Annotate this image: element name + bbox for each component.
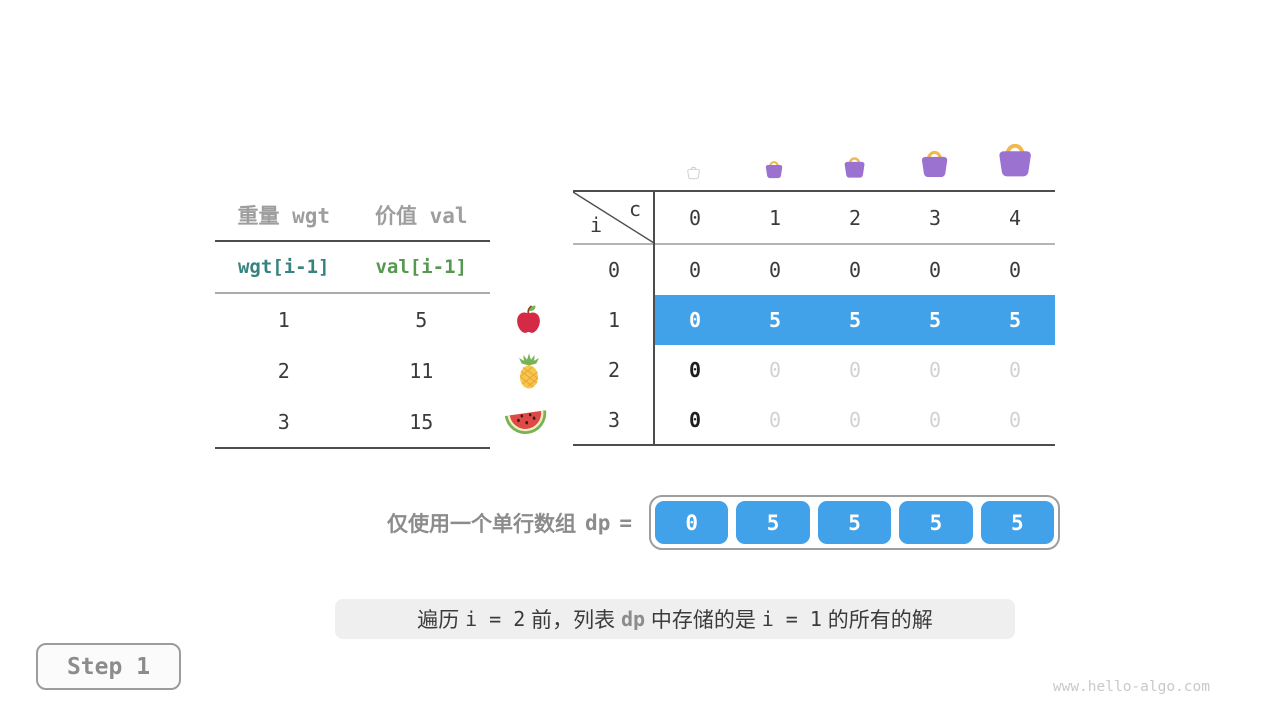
dp-cell: 0 bbox=[768, 358, 782, 382]
dp-variable-name: dp bbox=[585, 510, 611, 535]
caption-text: 中存储的是 bbox=[645, 609, 762, 632]
item-row: 1 5 bbox=[215, 294, 490, 345]
row-label: 1 bbox=[607, 308, 621, 332]
dp-row: 3 0 0 0 0 0 bbox=[573, 395, 1055, 444]
item-value: 15 bbox=[409, 409, 434, 434]
item-axis-label: i bbox=[590, 213, 603, 237]
caption-text: 的所有的解 bbox=[821, 609, 933, 632]
caption-text: 遍历 bbox=[417, 609, 466, 632]
dp-cell: 0 bbox=[688, 308, 702, 332]
dp-table: c i 0 1 2 3 4 0 0 0 0 0 0 1 bbox=[573, 190, 1055, 446]
pineapple-icon bbox=[519, 353, 539, 389]
dp-array-box: 0 5 5 5 5 bbox=[649, 495, 1060, 550]
dp-array-cell: 5 bbox=[980, 501, 1055, 544]
dp-cell: 5 bbox=[1008, 308, 1022, 332]
item-value: 11 bbox=[409, 358, 434, 383]
divider bbox=[653, 192, 655, 444]
row-label: 3 bbox=[607, 407, 621, 432]
dp-array-label: 仅使用一个单行数组 dp = bbox=[290, 495, 632, 550]
watermelon-icon bbox=[504, 410, 547, 435]
capacity-axis-label: c bbox=[628, 197, 641, 221]
column-header: 3 bbox=[928, 205, 942, 230]
item-weight: 1 bbox=[277, 307, 290, 332]
caption-text: 前，列表 bbox=[525, 609, 621, 632]
row-label: 2 bbox=[607, 358, 621, 382]
divider bbox=[215, 292, 490, 294]
dp-cell: 0 bbox=[848, 358, 862, 382]
value-column-header: 价值 val bbox=[374, 204, 468, 228]
column-header: 0 bbox=[688, 205, 702, 230]
capacity-bags-row bbox=[653, 124, 1055, 182]
weight-column-header: 重量 wgt bbox=[237, 204, 331, 228]
items-table: 重量 wgt 价值 val wgt[i-1] val[i-1] 1 5 2 11… bbox=[215, 190, 490, 449]
dp-table-header: c i 0 1 2 3 4 bbox=[573, 192, 1055, 243]
divider bbox=[573, 243, 1055, 245]
dp-cell: 5 bbox=[928, 308, 942, 332]
dp-row-highlighted: 1 0 5 5 5 5 bbox=[573, 295, 1055, 345]
item-row: 2 11 bbox=[215, 345, 490, 396]
dp-cell: 0 bbox=[928, 358, 942, 382]
caption-dp-code: dp bbox=[620, 607, 646, 631]
item-weight: 3 bbox=[277, 409, 290, 434]
items-table-header: 重量 wgt 价值 val bbox=[215, 190, 490, 240]
dp-cell: 0 bbox=[768, 407, 782, 432]
dp-array-cell: 0 bbox=[655, 501, 729, 544]
dp-row-cells: 0 0 0 0 0 bbox=[655, 395, 1055, 444]
dp-array-label-text: 仅使用一个单行数组 bbox=[387, 512, 577, 536]
bag-large-icon bbox=[921, 150, 948, 178]
dp-cell: 0 bbox=[688, 258, 702, 282]
dp-row-cells: 0 0 0 0 0 bbox=[655, 245, 1055, 295]
dp-array-cell: 5 bbox=[736, 501, 810, 544]
dp-row: 2 0 0 0 0 0 bbox=[573, 345, 1055, 395]
bag-medium-icon bbox=[844, 157, 864, 178]
column-header: 1 bbox=[768, 205, 782, 230]
item-value: 5 bbox=[415, 307, 428, 332]
apple-icon bbox=[517, 305, 540, 333]
dp-cell: 0 bbox=[1008, 258, 1022, 282]
column-headers: 0 1 2 3 4 bbox=[655, 192, 1055, 243]
divider bbox=[215, 447, 490, 449]
dp-row-cells: 0 0 0 0 0 bbox=[655, 345, 1055, 395]
item-weight: 2 bbox=[277, 358, 290, 383]
dp-array-cell: 5 bbox=[899, 501, 973, 544]
column-header: 4 bbox=[1008, 205, 1022, 230]
dp-row-cells: 0 5 5 5 5 bbox=[655, 295, 1055, 345]
empty-bag-icon bbox=[687, 166, 700, 180]
items-table-subheader: wgt[i-1] val[i-1] bbox=[215, 242, 490, 292]
column-header: 2 bbox=[848, 205, 862, 230]
watermark: www.hello-algo.com bbox=[1052, 679, 1210, 695]
caption: 遍历 i = 2 前，列表 dp 中存储的是 i = 1 的所有的解 bbox=[335, 599, 1015, 639]
val-index-label: val[i-1] bbox=[375, 256, 467, 278]
dp-cell: 0 bbox=[688, 358, 702, 382]
wgt-index-label: wgt[i-1] bbox=[237, 256, 330, 278]
diagonal-line bbox=[573, 192, 655, 243]
dp-cell: 5 bbox=[848, 308, 862, 332]
bag-small-icon bbox=[765, 161, 782, 179]
row-label: 0 bbox=[607, 258, 621, 282]
item-row: 3 15 bbox=[215, 396, 490, 447]
bag-xlarge-icon bbox=[999, 143, 1031, 177]
dp-cell: 0 bbox=[848, 258, 862, 282]
dp-cell: 0 bbox=[848, 407, 862, 432]
dp-cell: 0 bbox=[768, 258, 782, 282]
dp-array-cell: 5 bbox=[817, 501, 892, 544]
dp-cell: 5 bbox=[768, 308, 782, 332]
equals-sign: = bbox=[619, 510, 632, 535]
corner-cell: c i bbox=[573, 192, 655, 243]
dp-cell: 0 bbox=[1008, 407, 1022, 432]
dp-row: 0 0 0 0 0 0 bbox=[573, 245, 1055, 295]
caption-code: i = 2 bbox=[465, 607, 526, 631]
dp-cell: 0 bbox=[928, 258, 942, 282]
divider bbox=[215, 240, 490, 242]
dp-cell: 0 bbox=[928, 407, 942, 432]
dp-cell: 0 bbox=[688, 407, 702, 432]
caption-code: i = 1 bbox=[761, 607, 822, 631]
dp-cell: 0 bbox=[1008, 358, 1022, 382]
step-badge: Step 1 bbox=[36, 643, 181, 690]
